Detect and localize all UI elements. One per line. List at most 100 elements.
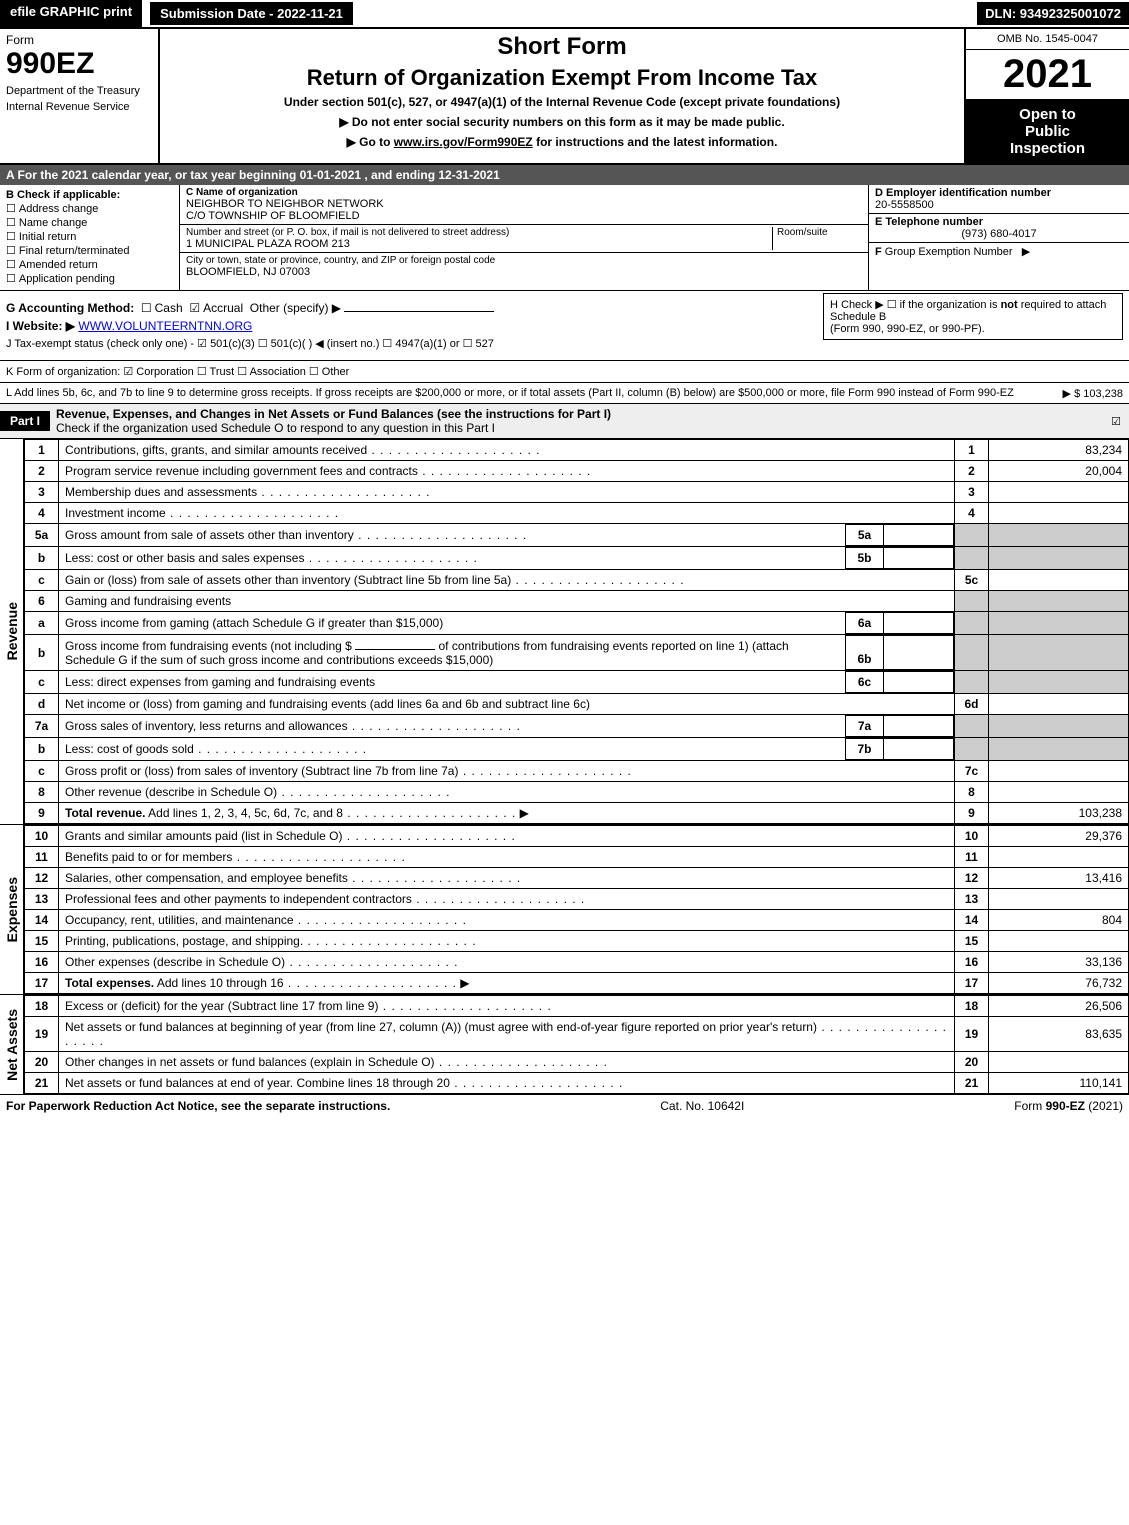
row-h-text3: (Form 990, 990-EZ, or 990-PF). bbox=[830, 323, 1116, 335]
row-g-label: G Accounting Method: bbox=[6, 301, 134, 315]
org-city-state-zip: BLOOMFIELD, NJ 07003 bbox=[186, 266, 862, 278]
part-i-checkbox[interactable]: ☑ bbox=[1103, 415, 1129, 428]
val-line10: 29,376 bbox=[989, 826, 1129, 847]
website-link[interactable]: WWW.VOLUNTEERNTNN.ORG bbox=[78, 319, 252, 333]
submission-date-label: Submission Date - 2022-11-21 bbox=[148, 0, 355, 27]
val-line2: 20,004 bbox=[989, 461, 1129, 482]
page-footer: For Paperwork Reduction Act Notice, see … bbox=[0, 1095, 1129, 1117]
footer-cat-no: Cat. No. 10642I bbox=[660, 1099, 744, 1113]
val-line8 bbox=[989, 782, 1129, 803]
top-bar: efile GRAPHIC print Submission Date - 20… bbox=[0, 0, 1129, 29]
val-line15 bbox=[989, 931, 1129, 952]
part-i-title: Revenue, Expenses, and Changes in Net As… bbox=[50, 404, 1103, 438]
val-line17: 76,732 bbox=[989, 973, 1129, 994]
val-line21: 110,141 bbox=[989, 1073, 1129, 1094]
revenue-block: Revenue 1Contributions, gifts, grants, a… bbox=[0, 439, 1129, 825]
net-assets-block: Net Assets 18Excess or (deficit) for the… bbox=[0, 995, 1129, 1095]
dln-label: DLN: 93492325001072 bbox=[977, 2, 1129, 25]
check-amended-return[interactable]: Amended return bbox=[6, 258, 173, 271]
label-group-exemption: F Group Exemption Number ▶ bbox=[875, 245, 1123, 258]
row-i-label: I Website: ▶ bbox=[6, 319, 75, 333]
row-l-text: L Add lines 5b, 6c, and 7b to line 9 to … bbox=[6, 387, 1014, 399]
dept-treasury: Department of the Treasury bbox=[6, 85, 152, 97]
section-bcdef: B Check if applicable: Address change Na… bbox=[0, 185, 1129, 291]
return-title: Return of Organization Exempt From Incom… bbox=[168, 65, 956, 91]
tax-year: 2021 bbox=[966, 50, 1129, 100]
check-final-return[interactable]: Final return/terminated bbox=[6, 244, 173, 257]
val-line16: 33,136 bbox=[989, 952, 1129, 973]
omb-number: OMB No. 1545-0047 bbox=[966, 29, 1129, 50]
row-h-not: not bbox=[1001, 299, 1018, 311]
under-section-text: Under section 501(c), 527, or 4947(a)(1)… bbox=[168, 95, 956, 109]
val-line9: 103,238 bbox=[989, 803, 1129, 824]
col-b-check-applicable: B Check if applicable: Address change Na… bbox=[0, 185, 180, 290]
row-k-form-org: K Form of organization: ☑ Corporation ☐ … bbox=[6, 365, 1123, 378]
row-h-text1: H Check ▶ ☐ if the organization is bbox=[830, 299, 1001, 311]
irs-link[interactable]: www.irs.gov/Form990EZ bbox=[394, 135, 533, 149]
org-address: 1 MUNICIPAL PLAZA ROOM 213 bbox=[186, 238, 772, 250]
part-i-label: Part I bbox=[0, 411, 50, 431]
revenue-table: 1Contributions, gifts, grants, and simil… bbox=[24, 439, 1129, 824]
part-i-check-text: Check if the organization used Schedule … bbox=[56, 421, 495, 435]
row-l: L Add lines 5b, 6c, and 7b to line 9 to … bbox=[0, 383, 1129, 404]
form-header: Form 990EZ Department of the Treasury In… bbox=[0, 29, 1129, 165]
form-word: Form bbox=[6, 33, 152, 47]
goto-prefix: ▶ Go to bbox=[347, 135, 394, 149]
val-line11 bbox=[989, 847, 1129, 868]
section-ghij: H Check ▶ ☐ if the organization is not r… bbox=[0, 291, 1129, 361]
expenses-block: Expenses 10Grants and similar amounts pa… bbox=[0, 825, 1129, 995]
open-to-public-badge: Open to Public Inspection bbox=[966, 100, 1129, 163]
val-line3 bbox=[989, 482, 1129, 503]
label-name-of-org: C Name of organization bbox=[186, 187, 862, 198]
side-netassets-label: Net Assets bbox=[4, 1009, 20, 1081]
footer-paperwork-notice: For Paperwork Reduction Act Notice, see … bbox=[6, 1099, 390, 1113]
val-line6d bbox=[989, 694, 1129, 715]
form-number: 990EZ bbox=[6, 47, 152, 81]
col-c-org-info: C Name of organization NEIGHBOR TO NEIGH… bbox=[180, 185, 869, 290]
ssn-warning: ▶ Do not enter social security numbers o… bbox=[168, 115, 956, 129]
val-line4 bbox=[989, 503, 1129, 524]
expenses-table: 10Grants and similar amounts paid (list … bbox=[24, 825, 1129, 994]
open-line3: Inspection bbox=[968, 140, 1127, 157]
telephone-value: (973) 680-4017 bbox=[875, 228, 1123, 240]
ein-value: 20-5558500 bbox=[875, 199, 1123, 211]
open-line2: Public bbox=[968, 123, 1127, 140]
col-def: D Employer identification number 20-5558… bbox=[869, 185, 1129, 290]
label-ein: D Employer identification number bbox=[875, 187, 1123, 199]
check-application-pending[interactable]: Application pending bbox=[6, 272, 173, 285]
val-line13 bbox=[989, 889, 1129, 910]
row-a-tax-year: A For the 2021 calendar year, or tax yea… bbox=[0, 165, 1129, 185]
label-city-state: City or town, state or province, country… bbox=[186, 255, 862, 266]
check-address-change[interactable]: Address change bbox=[6, 202, 173, 215]
check-initial-return[interactable]: Initial return bbox=[6, 230, 173, 243]
row-h-schedule-b: H Check ▶ ☐ if the organization is not r… bbox=[823, 293, 1123, 340]
side-expenses-label: Expenses bbox=[4, 877, 20, 942]
label-telephone: E Telephone number bbox=[875, 216, 1123, 228]
val-line5c bbox=[989, 570, 1129, 591]
label-address: Number and street (or P. O. box, if mail… bbox=[186, 227, 772, 238]
col-b-title: B Check if applicable: bbox=[6, 189, 173, 201]
header-left: Form 990EZ Department of the Treasury In… bbox=[0, 29, 160, 163]
val-line1: 83,234 bbox=[989, 440, 1129, 461]
section-kl: K Form of organization: ☑ Corporation ☐ … bbox=[0, 361, 1129, 383]
val-line14: 804 bbox=[989, 910, 1129, 931]
check-cash[interactable] bbox=[141, 301, 155, 315]
irs-label: Internal Revenue Service bbox=[6, 101, 152, 113]
row-l-amount: ▶ $ 103,238 bbox=[1063, 387, 1123, 400]
val-line12: 13,416 bbox=[989, 868, 1129, 889]
val-line18: 26,506 bbox=[989, 996, 1129, 1017]
side-revenue-label: Revenue bbox=[4, 602, 20, 660]
short-form-title: Short Form bbox=[168, 33, 956, 61]
header-right: OMB No. 1545-0047 2021 Open to Public In… bbox=[964, 29, 1129, 163]
row-g-other: Other (specify) ▶ bbox=[250, 301, 341, 315]
check-accrual[interactable] bbox=[189, 301, 203, 315]
header-middle: Short Form Return of Organization Exempt… bbox=[160, 29, 964, 163]
check-name-change[interactable]: Name change bbox=[6, 216, 173, 229]
val-line20 bbox=[989, 1052, 1129, 1073]
goto-instructions: ▶ Go to www.irs.gov/Form990EZ for instru… bbox=[168, 135, 956, 149]
goto-suffix: for instructions and the latest informat… bbox=[533, 135, 778, 149]
netassets-table: 18Excess or (deficit) for the year (Subt… bbox=[24, 995, 1129, 1094]
val-line19: 83,635 bbox=[989, 1017, 1129, 1052]
part-i-header: Part I Revenue, Expenses, and Changes in… bbox=[0, 404, 1129, 439]
efile-print-button[interactable]: efile GRAPHIC print bbox=[0, 0, 142, 27]
